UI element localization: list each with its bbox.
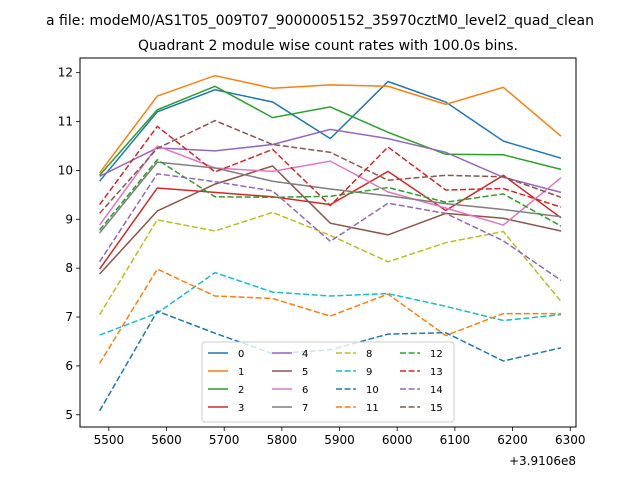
- series-line-3: [98, 170, 562, 270]
- series-line-9: [99, 271, 562, 336]
- y-tick-label: 8: [65, 261, 73, 275]
- legend-label-4: 4: [302, 349, 308, 360]
- legend-label-13: 13: [430, 367, 443, 378]
- legend-label-14: 14: [430, 385, 443, 396]
- x-tick-label: 6200: [497, 433, 528, 447]
- series-line-8: [98, 211, 562, 315]
- x-tick-label: 5800: [267, 433, 298, 447]
- series-line-4: [99, 128, 562, 194]
- series-line-1: [99, 74, 562, 174]
- legend-label-7: 7: [302, 403, 308, 414]
- axes-frame: [79, 57, 577, 428]
- legend-label-11: 11: [366, 403, 379, 414]
- legend-box: [201, 341, 455, 423]
- y-tick-label: 11: [58, 115, 73, 129]
- series-line-12: [99, 158, 562, 231]
- series-line-14: [98, 172, 562, 282]
- legend-label-8: 8: [366, 349, 372, 360]
- y-tick-label: 12: [58, 66, 73, 80]
- x-tick-label: 6300: [555, 433, 586, 447]
- figure-suptitle: a file: modeM0/AS1T05_009T07_9000005152_…: [46, 13, 594, 29]
- y-axis-ticks: 5 6 7 8 9 10 11 12: [58, 66, 80, 422]
- series-line-15: [99, 119, 562, 214]
- legend-label-5: 5: [302, 367, 308, 378]
- chart-title: Quadrant 2 module wise count rates with …: [138, 38, 518, 54]
- x-tick-label: 5900: [324, 433, 355, 447]
- series-line-0: [99, 80, 562, 182]
- y-tick-label: 10: [58, 163, 73, 177]
- legend-label-15: 15: [430, 403, 443, 414]
- legend-label-1: 1: [238, 367, 244, 378]
- x-tick-label: 5600: [151, 433, 182, 447]
- series-line-5: [99, 165, 562, 275]
- y-tick-label: 6: [65, 359, 73, 373]
- legend-label-6: 6: [302, 385, 308, 396]
- x-axis-ticks: 5500 5600 5700 5800 5900 6000 6100 6200 6300: [94, 427, 586, 447]
- x-tick-label: 5700: [209, 433, 240, 447]
- series-line-7: [99, 161, 562, 234]
- series-line-13: [98, 125, 562, 208]
- legend-label-12: 12: [430, 349, 443, 360]
- y-tick-label: 5: [65, 408, 73, 422]
- legend-label-2: 2: [238, 385, 244, 396]
- legend-label-3: 3: [238, 403, 244, 414]
- series-line-11: [98, 268, 561, 364]
- y-tick-label: 7: [65, 310, 73, 324]
- x-tick-label: 6100: [440, 433, 471, 447]
- legend-label-10: 10: [366, 385, 379, 396]
- plot-lines: [98, 74, 562, 412]
- y-tick-label: 9: [65, 212, 73, 226]
- x-tick-label: 5500: [94, 433, 125, 447]
- series-line-2: [99, 85, 562, 176]
- x-axis-offset-label: +3.9106e8: [509, 454, 576, 468]
- x-tick-label: 6000: [382, 433, 413, 447]
- legend-label-9: 9: [366, 367, 372, 378]
- legend-label-0: 0: [238, 349, 244, 360]
- series-line-6: [98, 145, 562, 226]
